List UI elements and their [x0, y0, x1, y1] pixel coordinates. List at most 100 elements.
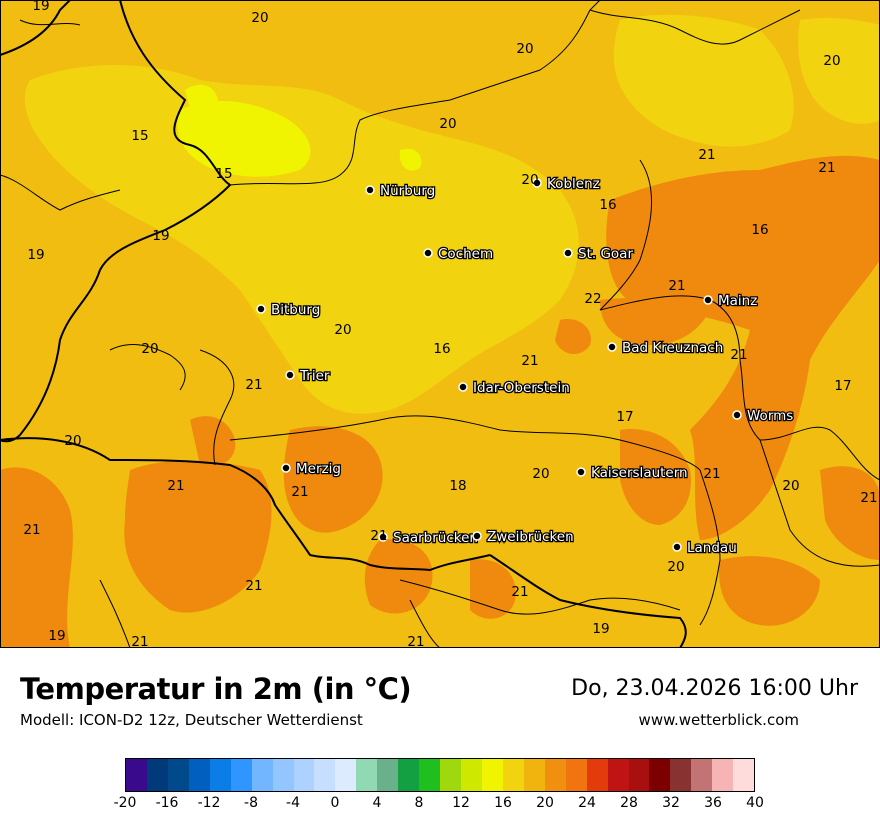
legend-swatch [398, 759, 420, 791]
temperature-value-label: 20 [251, 10, 268, 26]
legend-swatch [188, 759, 210, 791]
temperature-values: 19 20 20 20 15 20 21 15 21 19 20 16 19 16 22 21 20 16 21 21… [23, 0, 877, 650]
temperature-value-label: 16 [433, 341, 450, 357]
city-label: Saarbrücken [393, 530, 478, 546]
model-info: Modell: ICON-D2 12z, Deutscher Wetterdie… [20, 711, 363, 729]
legend-swatch [440, 759, 461, 791]
legend-swatch [607, 759, 629, 791]
temperature-value-label: 19 [592, 621, 609, 637]
legend-swatch [314, 759, 336, 791]
legend-tick-label: 20 [536, 795, 554, 811]
temperature-value-label: 21 [521, 353, 538, 369]
legend-tick-label: 0 [330, 795, 340, 811]
city-dot [703, 295, 713, 305]
city-label: St. Goar [578, 246, 633, 262]
city-label: Idar-Oberstein [473, 380, 570, 396]
temperature-value-label: 20 [667, 559, 684, 575]
city-label: Landau [687, 540, 737, 556]
city-label: Bad Kreuznach [622, 340, 723, 356]
temperature-value-label: 15 [131, 128, 148, 144]
legend-swatch [419, 759, 441, 791]
city-dot [281, 463, 291, 473]
city-markers: Nürburg Koblenz Cochem St. Goar Bitburg Mainz… [256, 175, 795, 557]
legend-swatch [481, 759, 503, 791]
legend-swatch [502, 759, 524, 791]
legend-swatch [126, 759, 147, 791]
legend-tick-label: 8 [414, 795, 424, 811]
region-borders [0, 0, 880, 649]
city-dot [285, 370, 295, 380]
temperature-value-label: 19 [32, 0, 49, 14]
temperature-value-label: 16 [599, 197, 616, 213]
temperature-value-label: 21 [703, 466, 720, 482]
legend-swatch [356, 759, 378, 791]
city-dot [256, 304, 266, 314]
temperature-value-label: 21 [245, 578, 262, 594]
temperature-value-label: 20 [516, 41, 533, 57]
temperature-value-label: 20 [532, 466, 549, 482]
temperature-value-label: 20 [823, 53, 840, 69]
cool-areas [24, 14, 880, 414]
city-label: Cochem [438, 246, 493, 262]
city-label: Bitburg [271, 302, 320, 318]
temperature-value-label: 15 [215, 166, 232, 182]
temperature-value-label: 21 [407, 634, 424, 648]
legend-tick-label: 32 [662, 795, 680, 811]
city-dot [732, 410, 742, 420]
legend-tick-label: -20 [113, 795, 137, 811]
legend-tick-label: 12 [452, 795, 470, 811]
city-dot [378, 532, 388, 542]
legend-tick-label: 24 [578, 795, 596, 811]
legend-swatch [670, 759, 692, 791]
city-label: Trier [299, 368, 330, 384]
legend-swatch [628, 759, 650, 791]
temperature-value-label: 21 [511, 584, 528, 600]
legend-tick-label: -4 [286, 795, 300, 811]
city-label: Zweibrücken [487, 529, 574, 545]
legend-swatch [649, 759, 671, 791]
temperature-value-label: 20 [64, 433, 81, 449]
city-label: Koblenz [547, 176, 600, 192]
legend-swatch [146, 759, 168, 791]
temperature-value-label: 21 [23, 522, 40, 538]
legend-swatch [335, 759, 357, 791]
city-dot [532, 178, 542, 188]
temperature-value-label: 21 [668, 278, 685, 294]
temperature-value-label: 19 [27, 247, 44, 263]
footer: Temperatur in 2m (in °C) Modell: ICON-D2… [0, 648, 880, 830]
temperature-value-label: 21 [698, 147, 715, 163]
legend-ticks: -20 -16 -12 -8 -4 0 4 8 12 16 20 24 28 32 36 40 [114, 793, 764, 823]
temperature-value-label: 17 [834, 378, 851, 394]
temperature-value-label: 20 [782, 478, 799, 494]
legend-swatch [733, 759, 755, 791]
legend-swatch [377, 759, 399, 791]
legend-swatch [712, 759, 734, 791]
legend-tick-label: 40 [746, 795, 764, 811]
legend-swatch [167, 759, 189, 791]
website-link[interactable]: www.wetterblick.com [638, 711, 799, 729]
city-label: Worms [747, 408, 793, 424]
legend-tick-label: -16 [155, 795, 179, 811]
legend-swatch [544, 759, 566, 791]
legend-swatch [272, 759, 294, 791]
coolest-areas [177, 84, 422, 177]
legend-tick-label: 36 [704, 795, 722, 811]
legend-swatch [230, 759, 252, 791]
legend-tick-label: 4 [372, 795, 382, 811]
temperature-value-label: 21 [730, 347, 747, 363]
forecast-datetime: Do, 23.04.2026 16:00 Uhr [571, 676, 858, 701]
legend-tick-label: -12 [197, 795, 221, 811]
warm-areas [0, 155, 880, 648]
city-dot [365, 185, 375, 195]
legend-tick-label: 16 [494, 795, 512, 811]
city-dot [607, 342, 617, 352]
temperature-value-label: 19 [48, 628, 65, 644]
legend-swatch [209, 759, 231, 791]
legend-swatch [523, 759, 545, 791]
temperature-value-label: 21 [131, 634, 148, 648]
temperature-value-label: 22 [584, 291, 601, 307]
temperature-value-label: 21 [167, 478, 184, 494]
legend-swatch [586, 759, 608, 791]
city-dot [458, 382, 468, 392]
city-dot [563, 248, 573, 258]
